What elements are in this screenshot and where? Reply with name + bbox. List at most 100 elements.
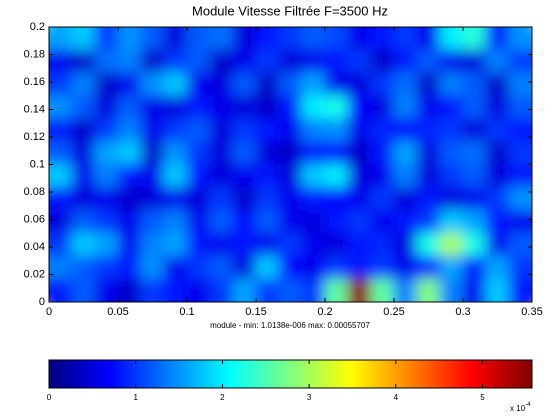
heat-cell <box>462 186 487 211</box>
heat-cell <box>117 72 142 97</box>
heat-edge <box>532 233 552 256</box>
heat-cell <box>186 209 211 234</box>
heat-cell <box>301 232 326 257</box>
heat-cell <box>94 164 119 188</box>
heat-cell <box>117 186 142 211</box>
y-tick-label: 0 <box>39 296 45 308</box>
heat-cell <box>370 72 395 97</box>
heat-cell <box>439 278 464 302</box>
heat-cell <box>186 72 211 97</box>
heat-cell <box>462 49 487 74</box>
heat-cell <box>278 95 303 120</box>
heat-cell <box>255 27 280 51</box>
heat-edge <box>532 50 552 73</box>
colorbar-tick-label: 1 <box>133 393 138 402</box>
heat-cell <box>49 141 73 165</box>
y-tick-label: 0.08 <box>24 186 45 198</box>
x-tick-label: 0 <box>46 306 52 318</box>
heat-cell <box>71 72 96 97</box>
heat-edge <box>532 142 552 165</box>
heat-cell <box>163 278 188 302</box>
heat-cell <box>209 232 234 257</box>
heat-cell <box>117 278 142 302</box>
heat-cell <box>186 49 211 74</box>
heat-cell <box>347 278 372 302</box>
heat-cell <box>232 118 257 143</box>
heat-cell <box>508 186 532 211</box>
heat-cell <box>71 95 96 120</box>
heat-cell <box>117 164 142 188</box>
heat-edge <box>440 7 463 27</box>
heat-cell <box>439 209 464 234</box>
heat-edge <box>49 7 72 27</box>
heat-cell <box>485 72 510 97</box>
heat-cell <box>462 164 487 188</box>
heat-edge <box>509 7 532 27</box>
heat-cell <box>186 118 211 143</box>
heat-edge <box>118 7 141 27</box>
heat-cell <box>163 27 188 51</box>
heat-cell <box>49 255 73 280</box>
heat-cell <box>71 164 96 188</box>
heat-cell <box>209 95 234 120</box>
colorbar-multiplier: x 10-4 <box>510 402 531 414</box>
heat-edge <box>532 279 552 302</box>
heat-edge <box>417 7 440 27</box>
heat-cell <box>94 95 119 120</box>
heat-cell <box>324 186 349 211</box>
heat-edge <box>532 187 552 210</box>
heat-edge <box>463 7 486 27</box>
multiplier: x 10 <box>510 404 526 413</box>
heat-cell <box>186 232 211 257</box>
heat-cell <box>278 49 303 74</box>
heat-cell <box>439 27 464 51</box>
heat-cell <box>439 164 464 188</box>
heat-cell <box>439 255 464 280</box>
heat-edge <box>72 7 95 27</box>
heat-cell <box>416 209 441 234</box>
heat-cell <box>71 255 96 280</box>
heat-cell <box>324 95 349 120</box>
heat-cell <box>347 141 372 165</box>
heat-cell <box>508 141 532 165</box>
heat-cell <box>186 164 211 188</box>
y-tick-label: 0.04 <box>24 241 45 253</box>
x-tick-label: 0.3 <box>455 306 470 318</box>
heat-cell <box>94 27 119 51</box>
heat-cell <box>416 141 441 165</box>
heat-edge <box>486 302 509 322</box>
heat-cell <box>347 209 372 234</box>
heat-edge <box>532 27 552 50</box>
heat-cell <box>416 164 441 188</box>
heat-cell <box>347 118 372 143</box>
heatmap <box>49 7 552 322</box>
heat-cell <box>462 209 487 234</box>
heat-cell <box>324 255 349 280</box>
heat-cell <box>255 232 280 257</box>
heat-cell <box>416 118 441 143</box>
heat-cell <box>71 27 96 51</box>
heat-edge <box>49 302 72 322</box>
colorbar-tick-label: 3 <box>307 393 312 402</box>
colorbar-tick-label: 4 <box>394 393 399 402</box>
heat-cell <box>508 255 532 280</box>
heat-edge <box>72 302 95 322</box>
heat-cell <box>140 95 165 120</box>
y-tick-label: 0.2 <box>30 21 45 33</box>
heat-cell <box>508 72 532 97</box>
heat-cell <box>439 95 464 120</box>
heat-cell <box>370 27 395 51</box>
y-tick-label: 0.14 <box>24 103 45 115</box>
heat-cell <box>255 141 280 165</box>
heat-cell <box>232 49 257 74</box>
heat-cell <box>347 255 372 280</box>
heat-cell <box>94 118 119 143</box>
y-tick-label: 0.06 <box>24 213 45 225</box>
heat-cell <box>485 186 510 211</box>
heat-cell <box>163 95 188 120</box>
heat-cell <box>485 49 510 74</box>
heat-cell <box>508 209 532 234</box>
heat-cell <box>508 27 532 51</box>
heat-cell <box>301 278 326 302</box>
